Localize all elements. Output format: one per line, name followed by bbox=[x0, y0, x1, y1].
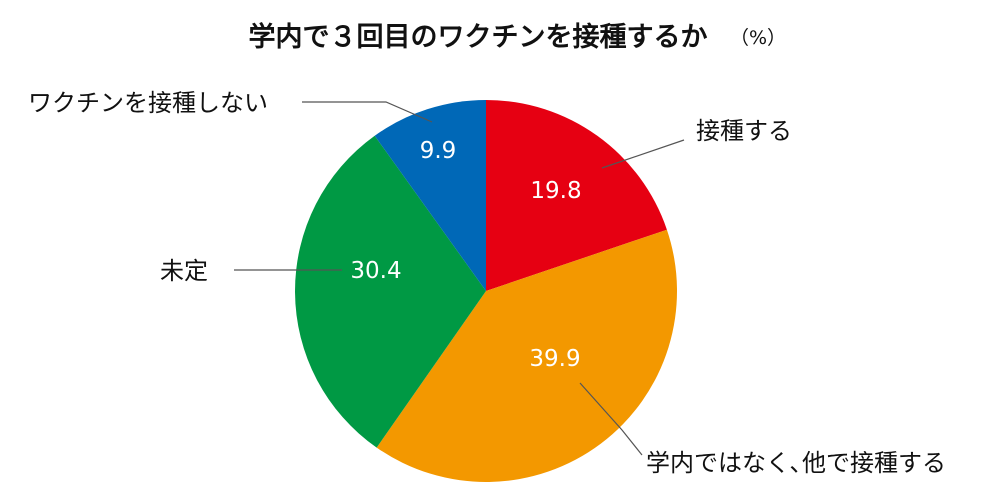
category-label-3: ワクチンを接種しない bbox=[28, 89, 268, 117]
value-labels: 19.8 39.9 30.4 9.9 bbox=[350, 138, 581, 372]
leader-lines bbox=[234, 101, 685, 456]
category-label-0: 接種する bbox=[696, 117, 792, 145]
value-label-1: 39.9 bbox=[529, 346, 580, 372]
slice-3 bbox=[374, 100, 486, 291]
slice-0 bbox=[486, 99, 667, 291]
leader-line-1 bbox=[579, 382, 643, 456]
slice-1 bbox=[376, 229, 678, 482]
value-label-0: 19.8 bbox=[530, 178, 581, 204]
slices-group bbox=[295, 99, 678, 482]
chart-unit: （%） bbox=[730, 27, 786, 49]
leader-line-0 bbox=[601, 139, 685, 169]
category-labels: 接種する 学内ではなく､他で接種する 未定 ワクチンを接種しない bbox=[28, 89, 946, 477]
category-label-2: 未定 bbox=[160, 257, 208, 285]
slice-2 bbox=[295, 135, 486, 448]
value-label-3: 9.9 bbox=[420, 138, 457, 164]
category-label-1: 学内ではなく､他で接種する bbox=[646, 449, 946, 477]
leader-line-3 bbox=[302, 101, 433, 123]
chart-title: 学内で３回目のワクチンを接種するか bbox=[249, 21, 708, 53]
value-label-2: 30.4 bbox=[350, 258, 401, 284]
